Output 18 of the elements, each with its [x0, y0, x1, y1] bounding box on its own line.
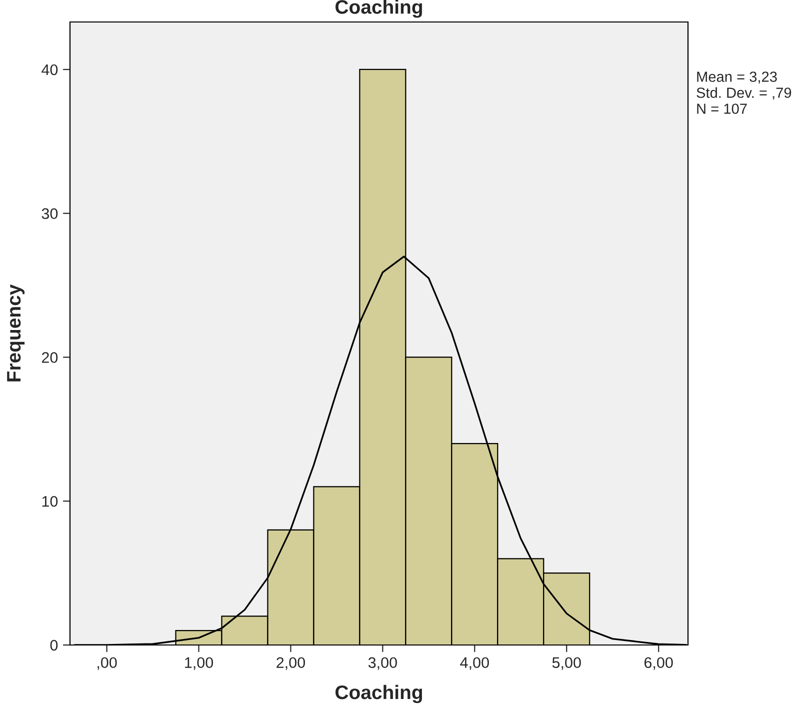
x-tick-label: 1,00 [185, 657, 214, 670]
y-tick-label: 30 [42, 208, 58, 220]
text: Mean = 3,23 [697, 72, 777, 84]
x-tick-label: 6,00 [644, 657, 673, 670]
y-tick-label: 20 [42, 352, 58, 363]
text: Std. Dev. = ,79 [696, 87, 792, 100]
y-tick-label: 40 [42, 64, 58, 76]
y-tick-label: 0 [50, 640, 58, 651]
x-tick-label: 4,00 [460, 657, 489, 670]
x-tick-label: 5,00 [552, 657, 581, 670]
x-tick-label: ,00 [98, 657, 117, 670]
x-axis-title: Coaching [336, 684, 422, 704]
x-tick-label: 2,00 [276, 657, 305, 670]
y-axis-title: Frequency [7, 284, 25, 382]
chart-title: Coaching [336, 0, 422, 18]
x-tick-label: 3,00 [368, 657, 397, 670]
y-tick-label: 10 [42, 496, 58, 507]
text: N = 107 [697, 104, 747, 114]
